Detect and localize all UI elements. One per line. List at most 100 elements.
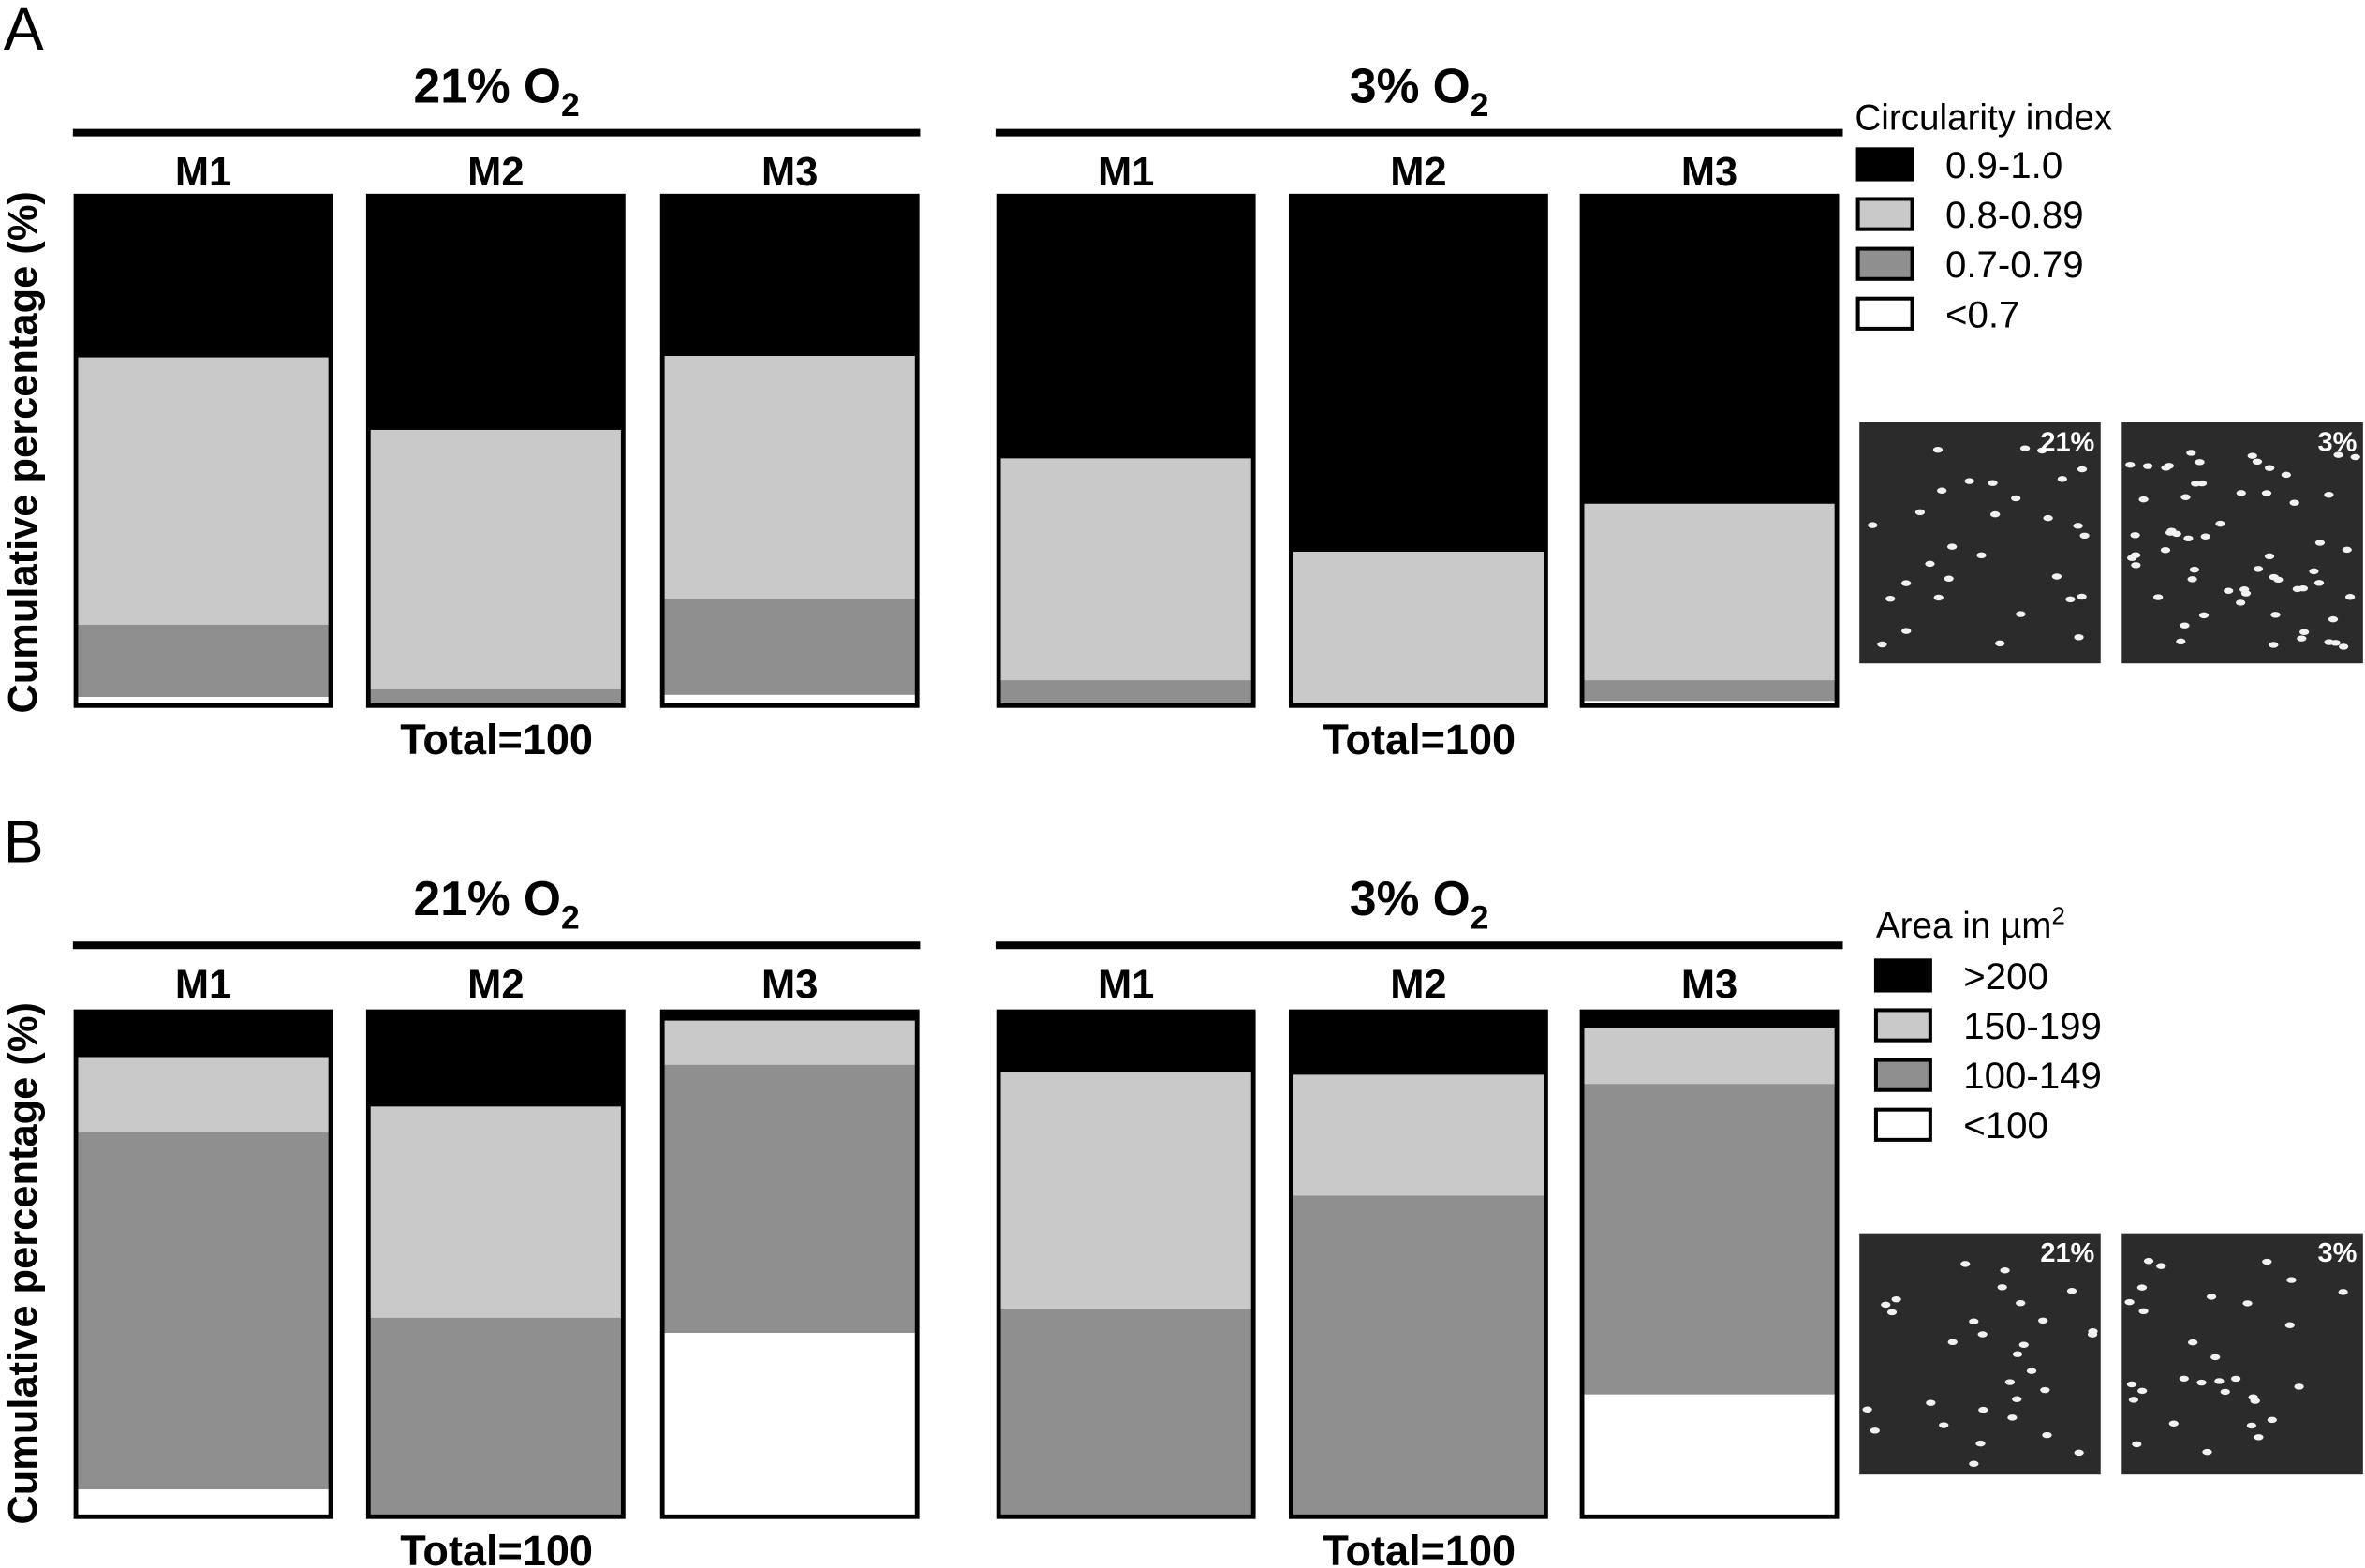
bar-outline [1288, 193, 1548, 708]
bar-segment-1 [662, 1020, 918, 1065]
nucleus-dot [1964, 478, 1974, 484]
bar-segment-1 [998, 1072, 1254, 1309]
nucleus-dot [2242, 1300, 2253, 1307]
nucleus-dot [1937, 487, 1947, 494]
nucleus-dot [2262, 1258, 2272, 1265]
nucleus-dot [1978, 1406, 1988, 1413]
bar-segment-2 [662, 599, 918, 695]
nucleus-dot [2180, 494, 2191, 500]
nucleus-dot [1969, 1318, 1979, 1324]
nucleus-dot [2132, 1441, 2142, 1448]
legend-label: <100 [1963, 1104, 2048, 1146]
nucleus-dot [1870, 1427, 1880, 1434]
nucleus-dot [2011, 495, 2021, 502]
nucleus-dot [2236, 490, 2246, 496]
nucleus-dot [2127, 555, 2137, 561]
legend-swatch [1855, 246, 1914, 281]
nucleus-dot [2298, 584, 2309, 592]
nucleus-dot [2042, 1431, 2052, 1439]
nucleus-dot [2087, 1331, 2098, 1338]
legend-label: >200 [1963, 955, 2048, 998]
legend-swatch [1855, 197, 1914, 231]
nucleus-dot [2180, 622, 2190, 629]
nucleus-dot [2137, 1387, 2148, 1395]
nucleus-dot [2344, 594, 2356, 600]
nucleus-dot [2038, 1317, 2048, 1324]
nucleus-dot [2202, 1448, 2212, 1456]
nucleus-dot [2198, 612, 2210, 619]
nucleus-dot [2264, 553, 2275, 560]
nucleus-dot [2309, 568, 2319, 575]
nucleus-dot [2265, 465, 2275, 471]
nucleus-dot [1947, 543, 1958, 550]
bar-outline [996, 1009, 1256, 1519]
nucleus-dot [2247, 452, 2257, 459]
bar-segment-1 [1582, 1028, 1838, 1085]
nucleus-dot [1885, 595, 1896, 602]
nucleus-dot [1944, 575, 1954, 582]
bar-segment-2 [1582, 1084, 1838, 1395]
nucleus-dot [2065, 596, 2076, 603]
total-label: Total=100 [1323, 716, 1515, 763]
nucleus-dot [2314, 540, 2326, 546]
nucleus-dot [2215, 520, 2225, 527]
nucleus-dot [2333, 451, 2343, 458]
bar-segment-1 [1291, 551, 1546, 703]
nucleus-dot [2130, 532, 2140, 539]
bar-outline [1579, 1009, 1840, 1519]
nucleus-dot [2176, 638, 2186, 645]
nucleus-dot [1862, 1406, 1872, 1413]
nucleus-dot [2143, 1258, 2154, 1265]
bar-segment-0 [1291, 196, 1546, 552]
legend-title: Circularity index [1855, 97, 2112, 138]
nucleus-dot [2168, 1420, 2179, 1427]
nucleus-dot [2284, 1322, 2295, 1328]
bar-outline [1288, 1009, 1548, 1519]
nucleus-dot [2000, 1267, 2010, 1274]
nucleus-dot [2297, 635, 2307, 642]
nucleus-dot [2051, 573, 2062, 580]
nucleus-dot [1997, 1284, 2007, 1291]
nucleus-dot [2131, 562, 2141, 569]
category-label: M1 [175, 150, 231, 195]
nucleus-dot [2270, 612, 2281, 618]
nucleus-dot [2195, 459, 2205, 466]
nucleus-dot [1900, 580, 1912, 586]
nucleus-dot [2253, 566, 2264, 572]
micrograph-image: 3% [2121, 422, 2363, 664]
nucleus-dot [2012, 1396, 2022, 1402]
legend-swatch [1855, 147, 1914, 182]
nucleus-dot [2012, 1351, 2023, 1357]
bar-segment-3 [1582, 1394, 1838, 1517]
category-label: M3 [1681, 150, 1737, 195]
nucleus-dot [1901, 628, 1912, 634]
bar-segment-3 [1582, 701, 1838, 706]
nucleus-dot [2138, 496, 2149, 503]
nucleus-dot [2214, 1378, 2225, 1384]
bar-outline [1579, 193, 1840, 708]
nucleus-dot [2286, 1277, 2297, 1283]
nucleus-dot [1947, 1339, 1958, 1346]
bar-segment-1 [76, 1057, 332, 1132]
panel-letter: B [4, 808, 44, 876]
nucleus-dot [2267, 1416, 2277, 1424]
bar-segment-3 [76, 1489, 332, 1517]
bar-segment-1 [1582, 503, 1838, 681]
nucleus-dot [1960, 1261, 1971, 1267]
legend-swatch [1873, 958, 1932, 993]
nucleus-dot [2124, 1298, 2135, 1306]
nucleus-dot [2128, 1397, 2139, 1403]
nucleus-dot [2342, 546, 2352, 554]
nucleus-dot [2230, 1375, 2241, 1383]
nucleus-dot [2196, 1379, 2207, 1386]
group-title-3: 3% O2 [1350, 871, 1489, 936]
image-label: 21% [2040, 1238, 2094, 1268]
nucleus-dot [2220, 1388, 2230, 1396]
bar-segment-0 [998, 196, 1254, 459]
nucleus-dot [2004, 1379, 2016, 1385]
category-label: M1 [175, 963, 231, 1008]
nucleus-dot [2066, 1288, 2077, 1294]
nucleus-dot [2289, 499, 2299, 506]
bar-segment-0 [662, 1012, 918, 1021]
